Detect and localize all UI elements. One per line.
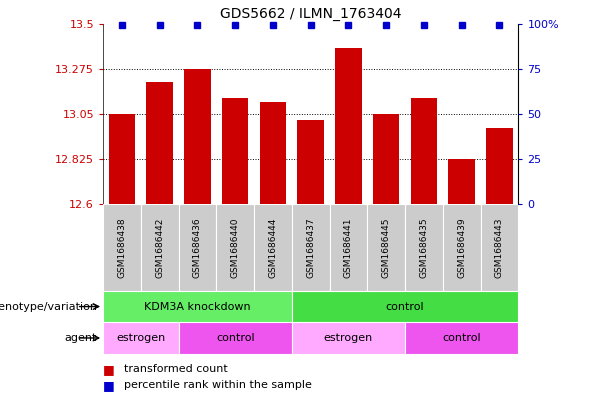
Text: GSM1686439: GSM1686439: [457, 217, 466, 278]
Text: GSM1686440: GSM1686440: [231, 217, 240, 278]
Bar: [103, 291, 292, 322]
Text: estrogen: estrogen: [116, 333, 166, 343]
Text: GSM1686436: GSM1686436: [193, 217, 202, 278]
Bar: [222, 98, 249, 204]
Bar: [184, 69, 211, 204]
Text: control: control: [216, 333, 254, 343]
Bar: [147, 82, 173, 204]
Bar: [443, 204, 481, 291]
Text: GSM1686435: GSM1686435: [419, 217, 428, 278]
Bar: [448, 159, 475, 204]
Text: control: control: [386, 301, 425, 312]
Bar: [297, 120, 324, 204]
Bar: [260, 102, 286, 204]
Bar: [487, 128, 512, 204]
Text: transformed count: transformed count: [124, 364, 227, 375]
Text: estrogen: estrogen: [324, 333, 373, 343]
Text: percentile rank within the sample: percentile rank within the sample: [124, 380, 312, 390]
Text: genotype/variation: genotype/variation: [0, 301, 97, 312]
Text: ■: ■: [103, 378, 115, 392]
Text: KDM3A knockdown: KDM3A knockdown: [144, 301, 251, 312]
Bar: [292, 322, 405, 354]
Text: control: control: [442, 333, 481, 343]
Bar: [178, 322, 292, 354]
Bar: [141, 204, 178, 291]
Text: GSM1686444: GSM1686444: [269, 217, 277, 278]
Bar: [254, 204, 292, 291]
Title: GDS5662 / ILMN_1763404: GDS5662 / ILMN_1763404: [220, 7, 402, 21]
Bar: [405, 322, 518, 354]
Bar: [103, 322, 178, 354]
Bar: [178, 204, 216, 291]
Bar: [373, 114, 399, 204]
Bar: [292, 291, 518, 322]
Text: ■: ■: [103, 363, 115, 376]
Bar: [330, 204, 368, 291]
Bar: [411, 98, 437, 204]
Text: GSM1686445: GSM1686445: [382, 217, 391, 278]
Bar: [368, 204, 405, 291]
Text: GSM1686441: GSM1686441: [344, 217, 353, 278]
Bar: [109, 114, 135, 204]
Text: GSM1686442: GSM1686442: [155, 217, 164, 278]
Text: GSM1686437: GSM1686437: [306, 217, 315, 278]
Text: GSM1686443: GSM1686443: [495, 217, 504, 278]
Bar: [481, 204, 518, 291]
Bar: [103, 204, 141, 291]
Text: agent: agent: [65, 333, 97, 343]
Bar: [216, 204, 254, 291]
Bar: [292, 204, 330, 291]
Text: GSM1686438: GSM1686438: [117, 217, 127, 278]
Bar: [335, 48, 362, 204]
Bar: [405, 204, 443, 291]
